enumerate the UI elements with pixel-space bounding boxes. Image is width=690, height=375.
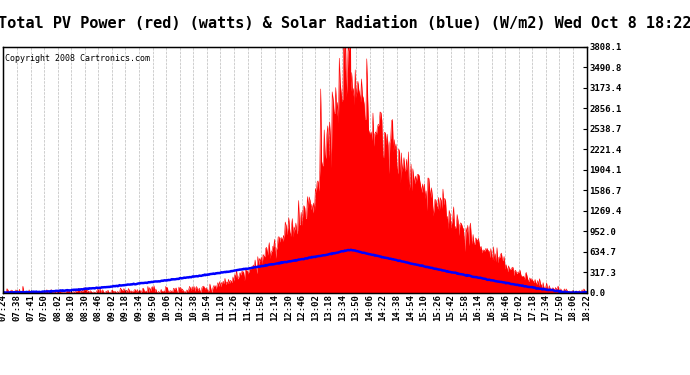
Text: Copyright 2008 Cartronics.com: Copyright 2008 Cartronics.com <box>6 54 150 63</box>
Text: Total PV Power (red) (watts) & Solar Radiation (blue) (W/m2) Wed Oct 8 18:22: Total PV Power (red) (watts) & Solar Rad… <box>0 16 690 31</box>
